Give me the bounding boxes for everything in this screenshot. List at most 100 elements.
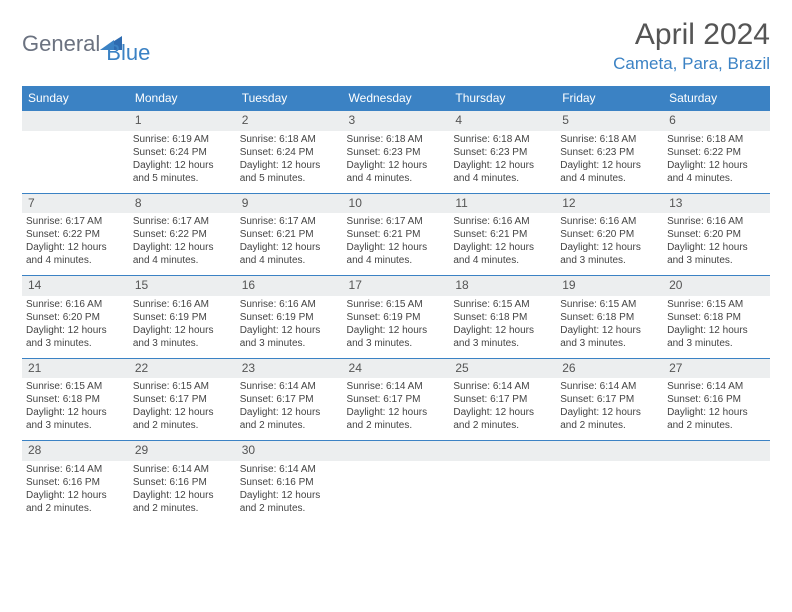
month-title: April 2024: [613, 18, 770, 52]
daylight: Daylight: 12 hours and 4 minutes.: [453, 159, 552, 185]
sunrise: Sunrise: 6:18 AM: [453, 133, 552, 146]
day-body: Sunrise: 6:14 AMSunset: 6:17 PMDaylight:…: [556, 378, 663, 440]
day-number: 12: [556, 194, 663, 214]
sunset: Sunset: 6:17 PM: [453, 393, 552, 406]
day-body: Sunrise: 6:14 AMSunset: 6:16 PMDaylight:…: [236, 461, 343, 523]
sunset: Sunset: 6:16 PM: [240, 476, 339, 489]
sunset: Sunset: 6:21 PM: [240, 228, 339, 241]
sunrise: Sunrise: 6:16 AM: [453, 215, 552, 228]
day-body: Sunrise: 6:14 AMSunset: 6:16 PMDaylight:…: [129, 461, 236, 523]
daylight: Daylight: 12 hours and 2 minutes.: [560, 406, 659, 432]
day-number: [449, 441, 556, 461]
sunset: Sunset: 6:19 PM: [240, 311, 339, 324]
day-cell: 16Sunrise: 6:16 AMSunset: 6:19 PMDayligh…: [236, 276, 343, 359]
daylight: Daylight: 12 hours and 2 minutes.: [667, 406, 766, 432]
daylight: Daylight: 12 hours and 4 minutes.: [560, 159, 659, 185]
daylight: Daylight: 12 hours and 4 minutes.: [347, 241, 446, 267]
sunset: Sunset: 6:18 PM: [453, 311, 552, 324]
day-number: [556, 441, 663, 461]
daylight: Daylight: 12 hours and 3 minutes.: [347, 324, 446, 350]
daylight: Daylight: 12 hours and 3 minutes.: [26, 324, 125, 350]
day-number: 26: [556, 359, 663, 379]
day-body: Sunrise: 6:16 AMSunset: 6:19 PMDaylight:…: [236, 296, 343, 358]
sunrise: Sunrise: 6:17 AM: [26, 215, 125, 228]
day-body: Sunrise: 6:15 AMSunset: 6:18 PMDaylight:…: [22, 378, 129, 440]
sunset: Sunset: 6:23 PM: [347, 146, 446, 159]
day-body: [449, 461, 556, 519]
daylight: Daylight: 12 hours and 2 minutes.: [453, 406, 552, 432]
daylight: Daylight: 12 hours and 4 minutes.: [26, 241, 125, 267]
day-body: [22, 131, 129, 189]
sunset: Sunset: 6:18 PM: [667, 311, 766, 324]
sunrise: Sunrise: 6:17 AM: [133, 215, 232, 228]
daylight: Daylight: 12 hours and 3 minutes.: [667, 241, 766, 267]
day-number: 8: [129, 194, 236, 214]
day-cell: 18Sunrise: 6:15 AMSunset: 6:18 PMDayligh…: [449, 276, 556, 359]
day-body: Sunrise: 6:17 AMSunset: 6:22 PMDaylight:…: [22, 213, 129, 275]
day-body: [343, 461, 450, 519]
daylight: Daylight: 12 hours and 4 minutes.: [453, 241, 552, 267]
day-cell: [663, 441, 770, 523]
header: General Blue April 2024 Cameta, Para, Br…: [22, 18, 770, 74]
day-cell: 28Sunrise: 6:14 AMSunset: 6:16 PMDayligh…: [22, 441, 129, 523]
day-body: Sunrise: 6:16 AMSunset: 6:19 PMDaylight:…: [129, 296, 236, 358]
weekday-wednesday: Wednesday: [343, 86, 450, 111]
sunset: Sunset: 6:23 PM: [560, 146, 659, 159]
sunrise: Sunrise: 6:14 AM: [133, 463, 232, 476]
day-number: 17: [343, 276, 450, 296]
day-number: 15: [129, 276, 236, 296]
daylight: Daylight: 12 hours and 5 minutes.: [240, 159, 339, 185]
day-cell: 3Sunrise: 6:18 AMSunset: 6:23 PMDaylight…: [343, 111, 450, 194]
sunrise: Sunrise: 6:15 AM: [347, 298, 446, 311]
day-cell: 20Sunrise: 6:15 AMSunset: 6:18 PMDayligh…: [663, 276, 770, 359]
sunrise: Sunrise: 6:16 AM: [560, 215, 659, 228]
sunrise: Sunrise: 6:19 AM: [133, 133, 232, 146]
daylight: Daylight: 12 hours and 3 minutes.: [560, 241, 659, 267]
sunset: Sunset: 6:19 PM: [133, 311, 232, 324]
day-number: 21: [22, 359, 129, 379]
day-number: 4: [449, 111, 556, 131]
day-number: 30: [236, 441, 343, 461]
daylight: Daylight: 12 hours and 3 minutes.: [133, 324, 232, 350]
sunset: Sunset: 6:20 PM: [26, 311, 125, 324]
sunrise: Sunrise: 6:15 AM: [133, 380, 232, 393]
sunset: Sunset: 6:17 PM: [347, 393, 446, 406]
day-body: Sunrise: 6:14 AMSunset: 6:16 PMDaylight:…: [663, 378, 770, 440]
day-number: 1: [129, 111, 236, 131]
day-number: 3: [343, 111, 450, 131]
sunset: Sunset: 6:20 PM: [667, 228, 766, 241]
day-body: Sunrise: 6:18 AMSunset: 6:23 PMDaylight:…: [343, 131, 450, 193]
day-number: 27: [663, 359, 770, 379]
day-body: Sunrise: 6:15 AMSunset: 6:19 PMDaylight:…: [343, 296, 450, 358]
day-number: [663, 441, 770, 461]
sunrise: Sunrise: 6:14 AM: [453, 380, 552, 393]
sunrise: Sunrise: 6:14 AM: [240, 380, 339, 393]
day-cell: 22Sunrise: 6:15 AMSunset: 6:17 PMDayligh…: [129, 358, 236, 441]
day-body: Sunrise: 6:17 AMSunset: 6:21 PMDaylight:…: [236, 213, 343, 275]
day-cell: 17Sunrise: 6:15 AMSunset: 6:19 PMDayligh…: [343, 276, 450, 359]
logo-text-2: Blue: [106, 40, 150, 66]
day-body: [663, 461, 770, 519]
day-number: 6: [663, 111, 770, 131]
daylight: Daylight: 12 hours and 2 minutes.: [26, 489, 125, 515]
day-cell: [343, 441, 450, 523]
daylight: Daylight: 12 hours and 3 minutes.: [667, 324, 766, 350]
day-number: [22, 111, 129, 131]
logo-text-1: General: [22, 31, 100, 57]
sunrise: Sunrise: 6:14 AM: [26, 463, 125, 476]
day-body: Sunrise: 6:17 AMSunset: 6:22 PMDaylight:…: [129, 213, 236, 275]
week-row: 7Sunrise: 6:17 AMSunset: 6:22 PMDaylight…: [22, 193, 770, 276]
day-cell: 15Sunrise: 6:16 AMSunset: 6:19 PMDayligh…: [129, 276, 236, 359]
day-number: [343, 441, 450, 461]
sunset: Sunset: 6:17 PM: [133, 393, 232, 406]
sunset: Sunset: 6:18 PM: [560, 311, 659, 324]
daylight: Daylight: 12 hours and 4 minutes.: [347, 159, 446, 185]
day-number: 10: [343, 194, 450, 214]
day-cell: 5Sunrise: 6:18 AMSunset: 6:23 PMDaylight…: [556, 111, 663, 194]
day-cell: 4Sunrise: 6:18 AMSunset: 6:23 PMDaylight…: [449, 111, 556, 194]
day-body: Sunrise: 6:16 AMSunset: 6:20 PMDaylight:…: [22, 296, 129, 358]
day-cell: 13Sunrise: 6:16 AMSunset: 6:20 PMDayligh…: [663, 193, 770, 276]
sunset: Sunset: 6:22 PM: [133, 228, 232, 241]
sunset: Sunset: 6:19 PM: [347, 311, 446, 324]
day-number: 29: [129, 441, 236, 461]
